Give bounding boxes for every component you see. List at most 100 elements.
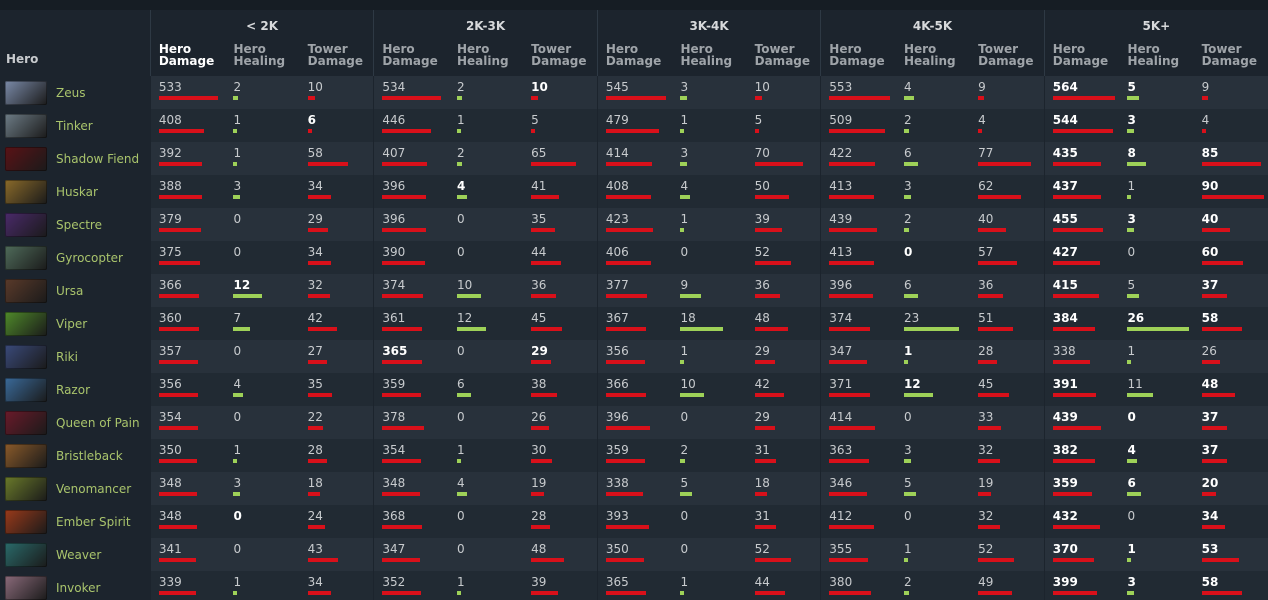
metric-header[interactable]: Tower Damage xyxy=(970,42,1045,76)
damage-bar xyxy=(978,525,1001,529)
stat-value: 26 xyxy=(1201,344,1217,358)
stat-value: 6 xyxy=(1127,476,1136,490)
hero-healing-cell: 3 xyxy=(1119,208,1194,241)
healing-bar xyxy=(903,558,908,562)
metric-header[interactable]: Tower Damage xyxy=(523,42,598,76)
stat-value: 2 xyxy=(456,146,465,160)
hero-link[interactable]: Queen of Pain xyxy=(0,406,150,439)
tower-damage-cell: 37 xyxy=(1193,406,1268,439)
healing-bar xyxy=(456,294,481,298)
damage-bar xyxy=(531,360,552,364)
metric-header[interactable]: Hero Healing xyxy=(448,42,524,76)
metric-header[interactable]: Tower Damage xyxy=(746,42,821,76)
damage-bar xyxy=(307,459,327,463)
hero-link[interactable]: Gyrocopter xyxy=(0,241,150,274)
metric-header[interactable]: Hero Healing xyxy=(672,42,747,76)
tower-damage-cell: 39 xyxy=(746,208,821,241)
stat-value: 29 xyxy=(307,212,323,226)
damage-bar xyxy=(307,591,331,595)
metric-header[interactable]: Hero Healing xyxy=(1119,42,1194,76)
hero-link[interactable]: Huskar xyxy=(0,175,150,208)
stat-value: 367 xyxy=(605,311,629,325)
stat-value: 12 xyxy=(903,377,921,391)
metric-header-label: Hero Healing xyxy=(1127,42,1180,68)
healing-bar xyxy=(680,591,685,595)
metric-header[interactable]: Hero Damage xyxy=(1043,42,1120,76)
hero-damage-cell: 396 xyxy=(373,175,449,208)
damage-bar xyxy=(754,591,785,595)
tower-damage-cell: 42 xyxy=(299,307,374,340)
stat-value: 44 xyxy=(754,575,770,589)
hero-column-header[interactable]: Hero xyxy=(0,42,151,76)
hero-healing-cell: 0 xyxy=(225,406,300,439)
stat-value: 0 xyxy=(1127,509,1136,523)
hero-link[interactable]: Viper xyxy=(0,307,150,340)
stat-value: 359 xyxy=(605,443,629,457)
damage-bar xyxy=(1201,492,1216,496)
metric-header[interactable]: Tower Damage xyxy=(299,42,374,76)
tower-damage-cell: 44 xyxy=(523,241,598,274)
metric-header[interactable]: Hero Damage xyxy=(149,42,226,76)
metric-header[interactable]: Tower Damage xyxy=(1193,42,1268,76)
metric-header[interactable]: Hero Healing xyxy=(225,42,300,76)
damage-bar xyxy=(1201,261,1243,265)
metric-header[interactable]: Hero Healing xyxy=(895,42,971,76)
hero-name: Invoker xyxy=(56,580,101,595)
stat-value: 4 xyxy=(1127,443,1136,457)
hero-link[interactable]: Venomancer xyxy=(0,472,150,505)
hero-damage-cell: 350 xyxy=(596,538,673,571)
hero-link[interactable]: Ember Spirit xyxy=(0,505,150,538)
metric-header[interactable]: Hero Damage xyxy=(373,42,449,76)
damage-bar xyxy=(978,228,1007,232)
tower-damage-cell: 4 xyxy=(1193,109,1268,142)
metric-header[interactable]: Hero Damage xyxy=(596,42,673,76)
stat-value: 406 xyxy=(605,245,629,259)
damage-bar xyxy=(1052,129,1113,133)
healing-bar xyxy=(680,96,688,100)
bracket-header: 5K+ xyxy=(1043,10,1268,42)
healing-bar xyxy=(456,162,462,166)
hero-link[interactable]: Ursa xyxy=(0,274,150,307)
hero-healing-cell: 5 xyxy=(895,472,971,505)
stat-value: 34 xyxy=(307,179,323,193)
viper-portrait xyxy=(5,311,47,336)
hero-cell: Ember Spirit xyxy=(0,505,151,538)
metric-header[interactable]: Hero Damage xyxy=(820,42,896,76)
healing-bar xyxy=(680,327,724,331)
damage-bar xyxy=(829,228,878,232)
hero-damage-cell: 348 xyxy=(149,505,226,538)
hero-link[interactable]: Riki xyxy=(0,340,150,373)
hero-link[interactable]: Weaver xyxy=(0,538,150,571)
damage-bar xyxy=(307,393,332,397)
hero-link[interactable]: Zeus xyxy=(0,76,150,109)
damage-bar xyxy=(307,492,320,496)
hero-link[interactable]: Shadow Fiend xyxy=(0,142,150,175)
hero-link[interactable]: Razor xyxy=(0,373,150,406)
table-row: Ursa 366 12 32 374 10 36 377 9 36 396 6 36 415 5 37 xyxy=(0,274,1268,307)
damage-bar xyxy=(158,96,218,100)
hero-healing-cell: 0 xyxy=(448,538,524,571)
hero-cell: Tinker xyxy=(0,109,151,142)
stat-value: 7 xyxy=(233,311,242,325)
hero-link[interactable]: Invoker xyxy=(0,571,150,600)
damage-bar xyxy=(978,261,1018,265)
hero-damage-cell: 347 xyxy=(373,538,449,571)
hero-link[interactable]: Bristleback xyxy=(0,439,150,472)
stat-value: 365 xyxy=(605,575,629,589)
hero-damage-cell: 427 xyxy=(1043,241,1120,274)
hero-link[interactable]: Spectre xyxy=(0,208,150,241)
stat-value: 363 xyxy=(829,443,853,457)
hero-damage-cell: 338 xyxy=(596,472,673,505)
hero-link[interactable]: Tinker xyxy=(0,109,150,142)
stat-value: 0 xyxy=(456,245,465,259)
stat-value: 348 xyxy=(382,476,406,490)
damage-bar xyxy=(829,360,868,364)
hero-damage-cell: 348 xyxy=(149,472,226,505)
stat-value: 366 xyxy=(158,278,182,292)
stat-value: 4 xyxy=(456,179,466,193)
stat-value: 374 xyxy=(829,311,853,325)
hero-healing-cell: 3 xyxy=(225,175,300,208)
stat-value: 1 xyxy=(1127,344,1136,358)
healing-bar xyxy=(456,195,467,199)
stat-value: 380 xyxy=(829,575,853,589)
